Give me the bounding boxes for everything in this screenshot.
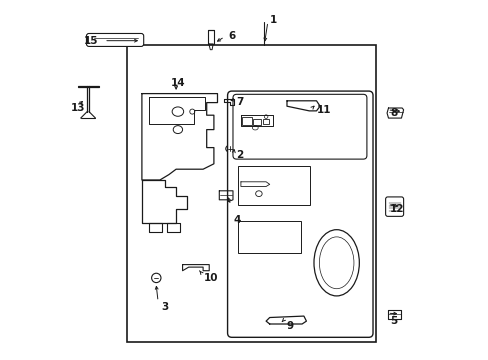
Text: 14: 14 <box>170 78 185 88</box>
Bar <box>242 117 251 125</box>
Bar <box>238 166 309 205</box>
Bar <box>263 119 269 124</box>
FancyBboxPatch shape <box>385 197 403 216</box>
Text: 3: 3 <box>161 302 168 312</box>
Text: 9: 9 <box>286 321 293 331</box>
Text: 5: 5 <box>389 316 397 326</box>
Bar <box>127 45 375 342</box>
Text: 12: 12 <box>389 204 404 214</box>
Bar <box>238 221 301 253</box>
Text: 11: 11 <box>316 105 330 115</box>
Text: 1: 1 <box>269 15 276 25</box>
Text: 4: 4 <box>233 215 241 225</box>
FancyBboxPatch shape <box>227 91 372 337</box>
Text: 7: 7 <box>235 96 243 107</box>
Text: 8: 8 <box>389 108 397 118</box>
FancyBboxPatch shape <box>232 94 366 159</box>
Bar <box>253 119 261 125</box>
Text: 6: 6 <box>228 31 235 41</box>
Text: 13: 13 <box>71 103 85 113</box>
Bar <box>207 30 214 44</box>
Text: 10: 10 <box>204 273 218 283</box>
Text: 15: 15 <box>84 36 99 46</box>
FancyBboxPatch shape <box>86 33 143 46</box>
Text: 2: 2 <box>236 150 244 160</box>
